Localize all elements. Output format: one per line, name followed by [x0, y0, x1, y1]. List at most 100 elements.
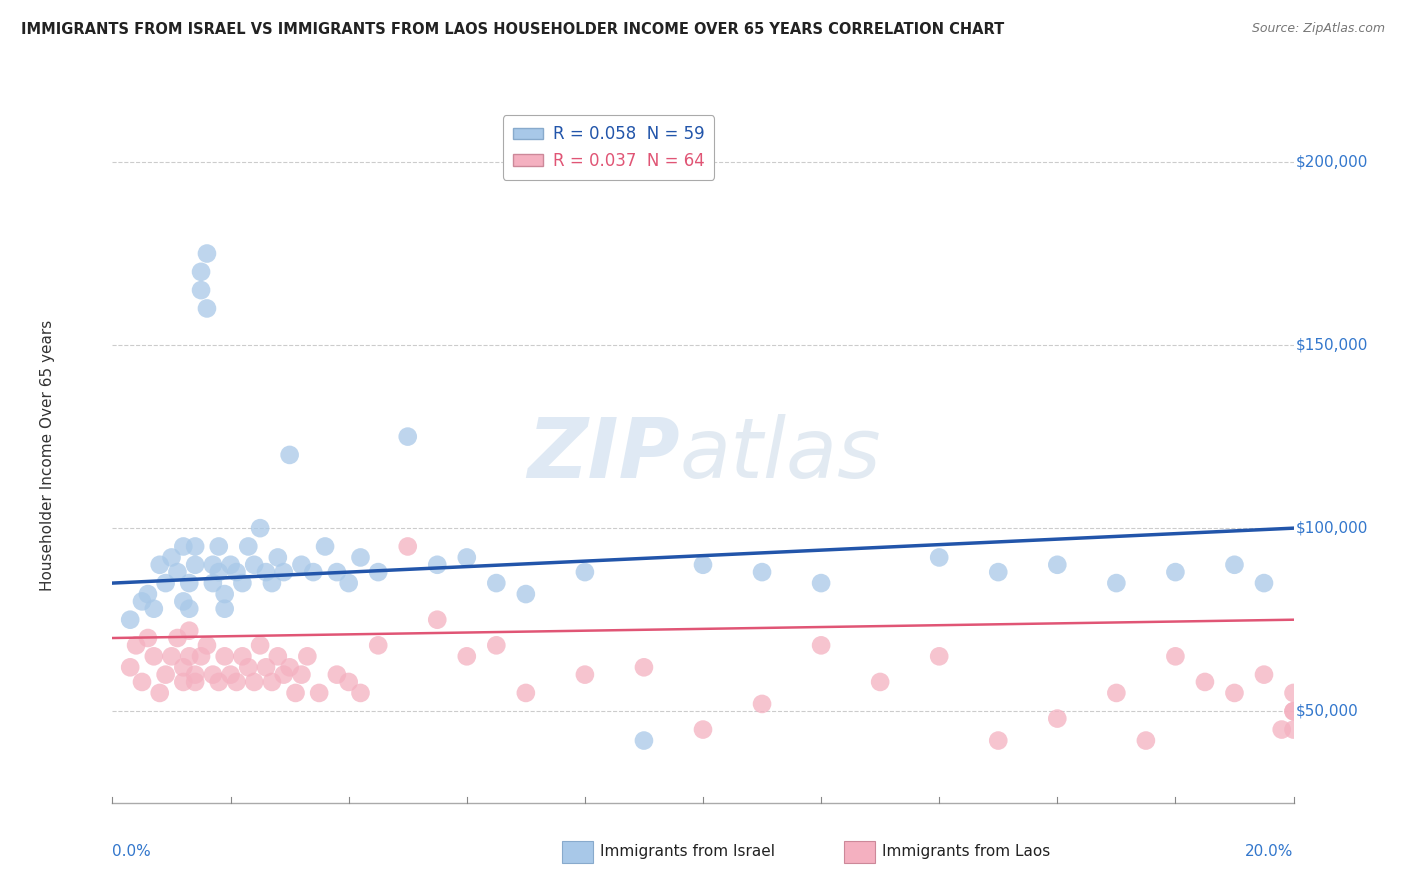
Point	[1223, 686, 1246, 700]
Point	[249, 638, 271, 652]
Point	[1105, 686, 1128, 700]
Point	[308, 686, 330, 700]
Point	[456, 649, 478, 664]
Point	[184, 675, 207, 690]
Text: $100,000: $100,000	[1296, 521, 1368, 536]
Point	[172, 540, 194, 554]
Point	[131, 675, 153, 690]
Point	[456, 550, 478, 565]
Point	[155, 667, 177, 681]
Point	[201, 576, 224, 591]
Point	[231, 576, 253, 591]
Point	[1282, 686, 1305, 700]
Point	[515, 587, 537, 601]
Point	[1282, 704, 1305, 718]
Point	[249, 521, 271, 535]
Point	[337, 675, 360, 690]
Point	[574, 565, 596, 579]
Point	[810, 576, 832, 591]
Point	[260, 675, 283, 690]
Point	[219, 558, 242, 572]
Point	[254, 660, 277, 674]
Point	[267, 550, 290, 565]
Point	[485, 576, 508, 591]
Point	[179, 649, 201, 664]
Point	[208, 675, 231, 690]
Point	[426, 613, 449, 627]
Point	[273, 565, 295, 579]
Point	[166, 565, 188, 579]
Point	[485, 638, 508, 652]
Point	[219, 667, 242, 681]
Text: Householder Income Over 65 years: Householder Income Over 65 years	[39, 319, 55, 591]
Point	[278, 448, 301, 462]
Point	[179, 601, 201, 615]
Point	[238, 660, 260, 674]
Text: Immigrants from Laos: Immigrants from Laos	[882, 845, 1050, 859]
Text: 20.0%: 20.0%	[1246, 845, 1294, 859]
Text: 0.0%: 0.0%	[112, 845, 152, 859]
Point	[426, 558, 449, 572]
Point	[1282, 704, 1305, 718]
Point	[214, 649, 236, 664]
Point	[515, 686, 537, 700]
Point	[349, 686, 371, 700]
Point	[278, 660, 301, 674]
Point	[1282, 723, 1305, 737]
Point	[692, 723, 714, 737]
Point	[297, 649, 319, 664]
Point	[869, 675, 891, 690]
Text: $150,000: $150,000	[1296, 337, 1368, 352]
Point	[190, 265, 212, 279]
Point	[337, 576, 360, 591]
Point	[751, 565, 773, 579]
Point	[290, 558, 312, 572]
Text: $50,000: $50,000	[1296, 704, 1358, 719]
Point	[225, 675, 247, 690]
Legend: R = 0.058  N = 59, R = 0.037  N = 64: R = 0.058 N = 59, R = 0.037 N = 64	[502, 115, 714, 179]
Point	[254, 565, 277, 579]
Point	[1223, 558, 1246, 572]
Point	[928, 550, 950, 565]
Point	[172, 675, 194, 690]
Text: Immigrants from Israel: Immigrants from Israel	[600, 845, 775, 859]
Point	[184, 558, 207, 572]
Point	[131, 594, 153, 608]
Point	[633, 733, 655, 747]
Point	[160, 550, 183, 565]
Point	[326, 565, 349, 579]
Point	[142, 601, 165, 615]
Point	[751, 697, 773, 711]
Point	[267, 649, 290, 664]
Point	[155, 576, 177, 591]
Point	[314, 540, 336, 554]
Point	[396, 540, 419, 554]
Text: atlas: atlas	[679, 415, 882, 495]
Point	[1164, 565, 1187, 579]
Text: IMMIGRANTS FROM ISRAEL VS IMMIGRANTS FROM LAOS HOUSEHOLDER INCOME OVER 65 YEARS : IMMIGRANTS FROM ISRAEL VS IMMIGRANTS FRO…	[21, 22, 1004, 37]
Point	[225, 565, 247, 579]
Point	[1194, 675, 1216, 690]
Point	[120, 660, 142, 674]
Point	[290, 667, 312, 681]
Point	[149, 558, 172, 572]
Point	[166, 631, 188, 645]
Point	[1271, 723, 1294, 737]
Point	[692, 558, 714, 572]
Point	[349, 550, 371, 565]
Point	[1135, 733, 1157, 747]
Point	[1253, 576, 1275, 591]
Point	[136, 631, 159, 645]
Point	[142, 649, 165, 664]
Point	[190, 283, 212, 297]
Point	[1105, 576, 1128, 591]
Text: Source: ZipAtlas.com: Source: ZipAtlas.com	[1251, 22, 1385, 36]
Point	[987, 733, 1010, 747]
Point	[190, 649, 212, 664]
Point	[184, 667, 207, 681]
Point	[238, 540, 260, 554]
Point	[195, 301, 218, 316]
Point	[179, 576, 201, 591]
Point	[367, 638, 389, 652]
Point	[928, 649, 950, 664]
